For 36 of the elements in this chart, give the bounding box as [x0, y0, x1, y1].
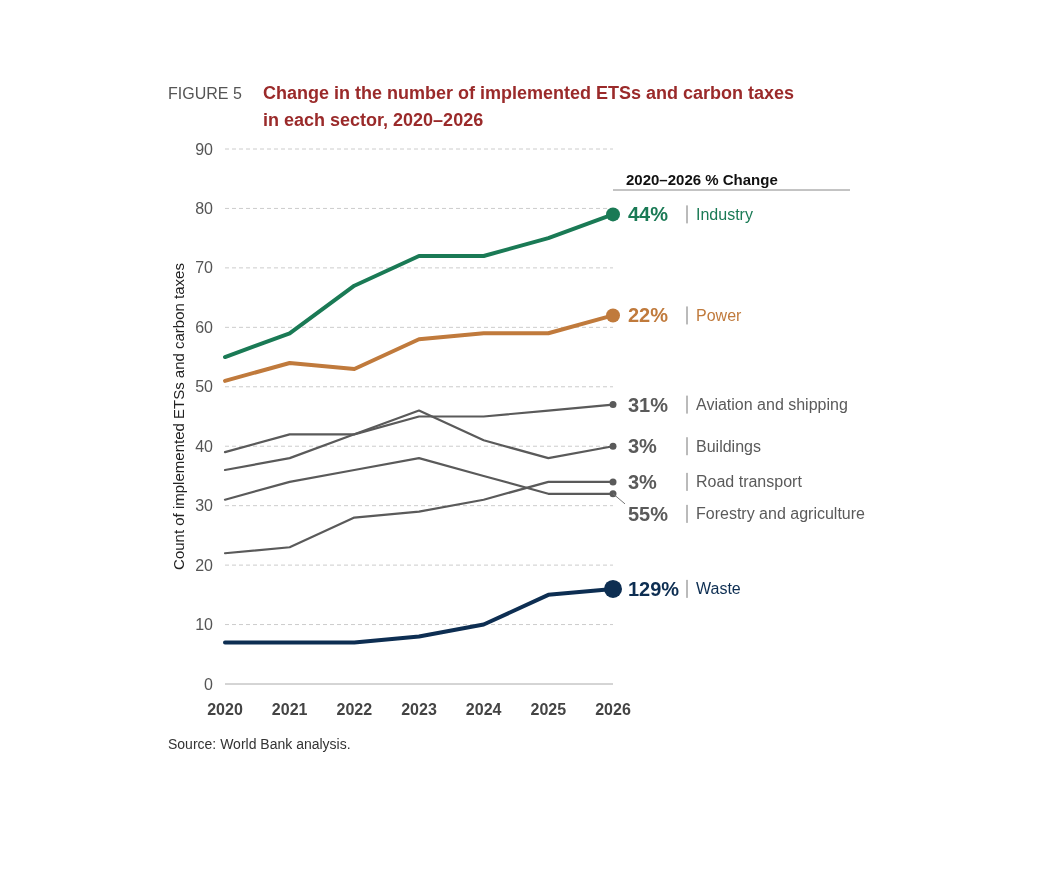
y-tick-label: 0	[204, 675, 214, 693]
text: Road transport	[696, 473, 803, 491]
x-tick-label: 2022	[336, 701, 373, 718]
y-tick-label: 80	[195, 200, 214, 218]
text: Aviation and shipping	[696, 396, 848, 414]
y-tick-label: 70	[195, 259, 214, 277]
text: Buildings	[696, 437, 761, 455]
caption: FIGURE 5	[168, 85, 242, 102]
text: Power	[696, 307, 743, 325]
x-tick-label: 2023	[401, 701, 437, 718]
text: Industry	[696, 205, 753, 223]
text: Forestry and agriculture	[696, 505, 866, 523]
annotation: 31%	[628, 393, 669, 416]
annotation: 3%	[628, 470, 658, 493]
annotation: 44%	[628, 203, 669, 226]
x-tick-label: 2021	[271, 701, 308, 718]
y-tick-label: 10	[195, 616, 214, 634]
text: Waste	[696, 580, 741, 598]
y-tick-label: 40	[195, 437, 214, 455]
x-tick-label: 2024	[465, 701, 502, 718]
y-tick-label: 60	[195, 318, 214, 336]
annotation: 22%	[628, 304, 669, 327]
y-tick-label: 50	[195, 378, 214, 396]
annotation: 129%	[628, 577, 680, 600]
x-tick-label: 2020	[207, 701, 243, 718]
y-tick-label: 20	[195, 556, 214, 574]
chart-title: Change in the number of implemented ETSs and carbon taxes in each sector, 2020–2026	[263, 83, 795, 130]
annotation: 55%	[628, 502, 669, 525]
x-tick-label: 2025	[530, 701, 567, 718]
x-tick-label: 2026	[595, 701, 631, 718]
annotation: 3%	[628, 435, 658, 458]
y-tick-label: 30	[195, 497, 214, 515]
y-tick-label: 90	[195, 140, 214, 158]
y-axis-title: Count of implemented ETSs and carbon taxes	[170, 263, 187, 570]
text: 2020–2026 % Change	[626, 171, 778, 188]
source-note: Source: World Bank analysis.	[168, 736, 351, 752]
